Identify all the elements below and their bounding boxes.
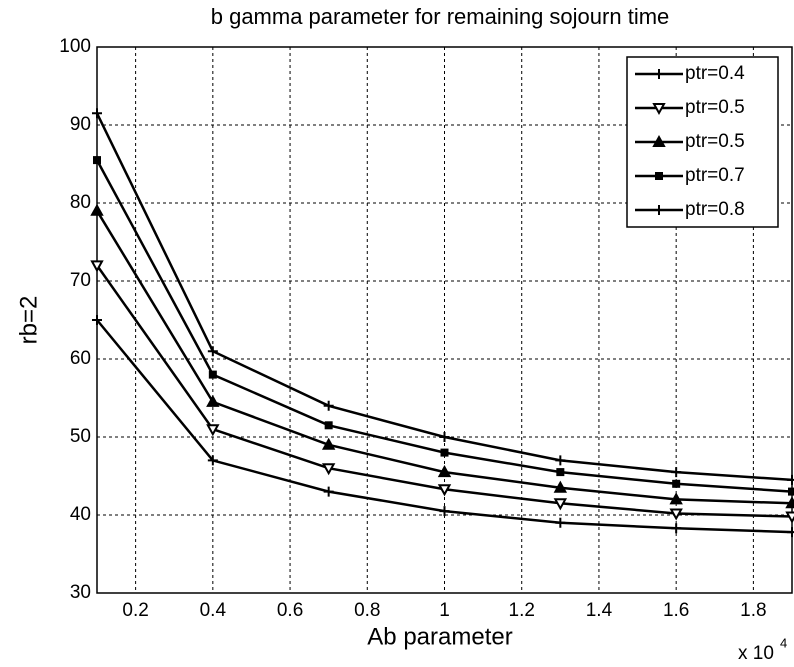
marker [787, 474, 794, 485]
y-tick-label: 30 [70, 582, 91, 603]
x-tick-label: 1 [439, 600, 450, 621]
marker [654, 205, 664, 215]
marker [90, 260, 104, 273]
x-multiplier: x 10 [738, 643, 774, 664]
y-tick-label: 70 [70, 270, 91, 291]
legend-label: ptr=0.5 [685, 97, 745, 118]
x-tick-label: 0.8 [354, 600, 380, 621]
marker [92, 315, 102, 325]
marker [553, 480, 568, 493]
marker [208, 370, 217, 379]
x-tick-label: 0.2 [122, 600, 148, 621]
marker [437, 484, 452, 497]
marker [207, 455, 218, 466]
y-tick-label: 40 [70, 504, 91, 525]
legend-label: ptr=0.4 [685, 63, 745, 84]
marker [321, 437, 336, 450]
marker [669, 492, 683, 505]
marker [323, 486, 334, 497]
marker [672, 479, 681, 488]
x-tick-label: 1.2 [509, 600, 535, 621]
marker [90, 203, 104, 216]
marker [652, 103, 666, 116]
y-axis-label: rb=2 [15, 296, 42, 345]
legend-label: ptr=0.8 [685, 199, 745, 220]
marker [671, 467, 682, 478]
x-tick-label: 1.8 [740, 600, 766, 621]
marker [785, 511, 794, 524]
marker [206, 394, 220, 407]
marker [553, 498, 568, 511]
x-tick-label: 1.4 [586, 600, 613, 621]
marker [439, 506, 450, 517]
x-tick-label: 0.4 [200, 600, 227, 621]
marker [321, 463, 336, 476]
marker [555, 517, 566, 528]
legend-label: ptr=0.7 [685, 165, 745, 186]
marker [652, 134, 666, 147]
marker [655, 172, 663, 180]
marker [207, 346, 218, 357]
y-tick-label: 50 [70, 426, 91, 447]
series-line [95, 210, 793, 505]
y-tick-label: 90 [70, 114, 91, 135]
marker [788, 487, 794, 496]
legend-label: ptr=0.5 [685, 131, 745, 152]
y-tick-label: 80 [70, 192, 91, 213]
marker [437, 465, 452, 478]
marker [787, 527, 794, 538]
marker [440, 448, 449, 457]
x-multiplier-exponent: 4 [780, 635, 787, 650]
marker [556, 468, 565, 477]
x-tick-label: 1.6 [663, 600, 689, 621]
y-tick-label: 100 [59, 36, 91, 57]
marker [669, 508, 683, 521]
marker [654, 69, 664, 79]
chart-title: b gamma parameter for remaining sojourn … [211, 4, 670, 29]
x-tick-label: 0.6 [277, 600, 303, 621]
y-tick-label: 60 [70, 348, 91, 369]
marker [785, 496, 794, 509]
marker [323, 400, 334, 411]
marker [206, 424, 220, 437]
marker [93, 156, 101, 165]
marker [324, 421, 333, 430]
marker [671, 523, 682, 534]
marker [439, 432, 450, 442]
x-axis-label: Ab parameter [367, 623, 512, 650]
marker [92, 108, 102, 119]
marker [555, 455, 566, 466]
